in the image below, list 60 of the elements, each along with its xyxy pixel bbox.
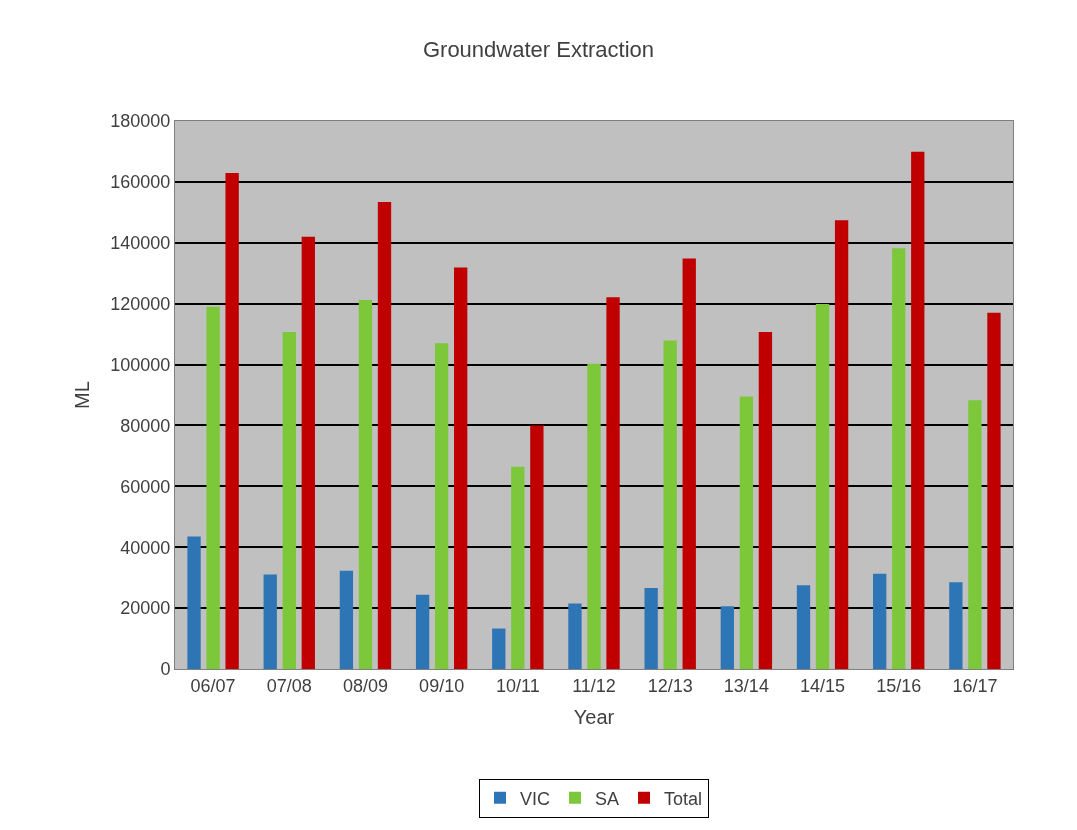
- bar: [644, 588, 658, 669]
- x-axis-title: Year: [573, 706, 615, 729]
- x-tick-label: 07/08: [266, 675, 312, 696]
- y-tick-label: 100000: [110, 354, 171, 375]
- y-tick-label: 40000: [120, 537, 171, 558]
- bar: [263, 574, 277, 669]
- bar: [301, 236, 315, 669]
- bar: [492, 628, 506, 669]
- bar: [206, 306, 220, 669]
- bar: [454, 267, 468, 669]
- legend-label: Total: [664, 788, 703, 809]
- y-tick-label: 160000: [110, 172, 171, 193]
- legend-label: SA: [595, 788, 620, 809]
- bar: [987, 312, 1001, 669]
- bar: [377, 201, 392, 669]
- bar: [530, 425, 544, 669]
- y-axis-title: ML: [70, 381, 93, 409]
- y-tick-label: 20000: [120, 598, 171, 619]
- bar: [796, 585, 811, 669]
- bar: [949, 582, 963, 669]
- chart-title: Groundwater Extraction: [422, 36, 655, 62]
- y-tick-label: 120000: [110, 293, 171, 314]
- bar: [873, 573, 887, 669]
- bar: [834, 220, 849, 669]
- bar: [187, 536, 201, 669]
- bar: [415, 594, 430, 669]
- x-tick-label: 08/09: [342, 675, 388, 696]
- x-tick-label: 16/17: [952, 675, 998, 696]
- x-tick-label: 09/10: [419, 675, 465, 696]
- bar: [892, 248, 906, 669]
- bar: [225, 173, 239, 669]
- x-tick-label: 11/12: [572, 675, 616, 696]
- bar: [758, 331, 773, 669]
- y-tick-label: 180000: [110, 111, 171, 132]
- bar: [282, 331, 296, 669]
- bar: [358, 300, 373, 669]
- bar: [815, 303, 830, 669]
- x-tick-label: 13/14: [723, 675, 769, 696]
- bar: [511, 466, 525, 669]
- bar: [720, 606, 734, 669]
- y-tick-label: 0: [160, 659, 171, 680]
- bar: [339, 570, 354, 669]
- bar: [568, 603, 582, 669]
- bar: [606, 297, 620, 669]
- y-tick-label: 60000: [120, 476, 171, 497]
- x-tick-label: 12/13: [647, 675, 693, 696]
- x-tick-label: 10/11: [495, 675, 540, 696]
- legend-label: VIC: [520, 788, 551, 809]
- y-tick-label: 80000: [120, 415, 171, 436]
- bar: [968, 400, 982, 669]
- bar: [587, 363, 601, 669]
- x-tick-label: 15/16: [876, 675, 922, 696]
- x-tick-label: 06/07: [190, 675, 236, 696]
- bar: [682, 258, 696, 669]
- y-tick-label: 140000: [110, 233, 171, 254]
- x-tick-label: 14/15: [800, 675, 846, 696]
- bar: [663, 340, 677, 669]
- bar: [434, 343, 449, 669]
- bar: [911, 151, 925, 669]
- bar: [739, 396, 754, 669]
